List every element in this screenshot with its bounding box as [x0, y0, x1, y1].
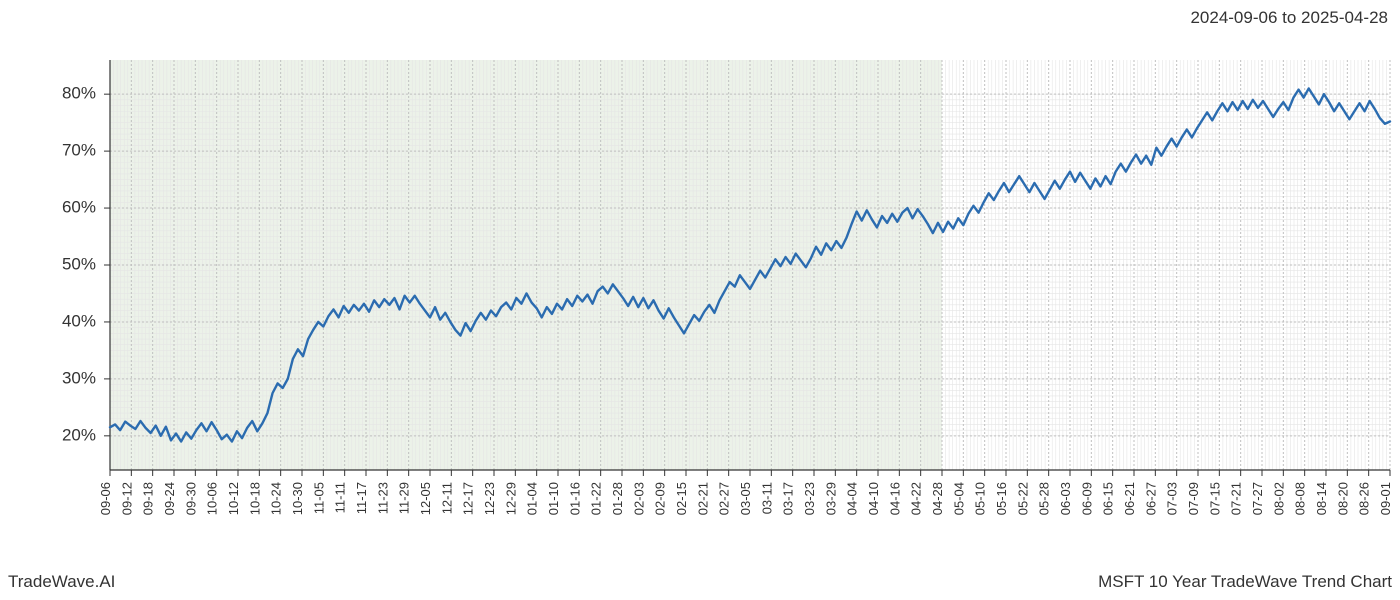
line-chart: 20% 30% 40% 50% 60% 70% 80% 09-06 09-12 09-18 09-2…: [0, 40, 1400, 560]
svg-text:10-18: 10-18: [247, 482, 262, 515]
svg-text:12-17: 12-17: [461, 482, 476, 515]
svg-text:08-02: 08-02: [1271, 482, 1286, 515]
svg-text:04-22: 04-22: [909, 482, 924, 515]
svg-text:30%: 30%: [62, 368, 96, 387]
svg-text:05-10: 05-10: [973, 482, 988, 515]
svg-text:11-23: 11-23: [375, 482, 390, 514]
svg-text:40%: 40%: [62, 311, 96, 330]
svg-text:05-16: 05-16: [994, 482, 1009, 515]
svg-text:01-22: 01-22: [589, 482, 604, 515]
svg-text:07-03: 07-03: [1165, 482, 1180, 515]
svg-text:04-16: 04-16: [887, 482, 902, 515]
svg-text:10-24: 10-24: [269, 482, 284, 515]
svg-text:01-10: 01-10: [546, 482, 561, 515]
svg-text:02-03: 02-03: [631, 482, 646, 515]
svg-text:02-15: 02-15: [674, 482, 689, 515]
svg-text:03-29: 03-29: [823, 482, 838, 515]
svg-text:60%: 60%: [62, 198, 96, 217]
svg-text:09-01: 09-01: [1378, 482, 1393, 515]
svg-text:02-21: 02-21: [695, 482, 710, 515]
svg-text:04-28: 04-28: [930, 482, 945, 515]
svg-text:06-09: 06-09: [1079, 482, 1094, 515]
svg-text:09-12: 09-12: [119, 482, 134, 515]
svg-text:01-04: 01-04: [525, 482, 540, 515]
brand-label: TradeWave.AI: [8, 572, 115, 592]
svg-text:05-22: 05-22: [1015, 482, 1030, 515]
svg-text:08-26: 08-26: [1357, 482, 1372, 515]
svg-text:12-29: 12-29: [503, 482, 518, 515]
svg-text:03-11: 03-11: [759, 482, 774, 514]
svg-text:07-21: 07-21: [1229, 482, 1244, 515]
svg-text:07-09: 07-09: [1186, 482, 1201, 515]
svg-text:06-15: 06-15: [1101, 482, 1116, 515]
svg-text:10-30: 10-30: [290, 482, 305, 515]
svg-text:04-04: 04-04: [845, 482, 860, 515]
svg-text:08-20: 08-20: [1335, 482, 1350, 515]
svg-text:09-30: 09-30: [183, 482, 198, 515]
svg-text:01-16: 01-16: [567, 482, 582, 515]
svg-text:06-27: 06-27: [1143, 482, 1158, 515]
svg-text:05-04: 05-04: [951, 482, 966, 515]
svg-text:10-12: 10-12: [226, 482, 241, 515]
svg-text:02-27: 02-27: [717, 482, 732, 515]
chart-title: MSFT 10 Year TradeWave Trend Chart: [1098, 572, 1392, 592]
svg-text:05-28: 05-28: [1037, 482, 1052, 515]
svg-text:10-06: 10-06: [205, 482, 220, 515]
svg-text:70%: 70%: [62, 141, 96, 160]
svg-text:08-14: 08-14: [1314, 482, 1329, 515]
svg-text:03-17: 03-17: [781, 482, 796, 515]
svg-text:09-18: 09-18: [141, 482, 156, 515]
svg-text:07-27: 07-27: [1250, 482, 1265, 515]
svg-text:11-17: 11-17: [354, 482, 369, 514]
svg-text:50%: 50%: [62, 254, 96, 273]
date-range-label: 2024-09-06 to 2025-04-28: [1190, 8, 1388, 28]
svg-text:09-06: 09-06: [98, 482, 113, 515]
svg-text:01-28: 01-28: [610, 482, 625, 515]
svg-text:02-09: 02-09: [653, 482, 668, 515]
svg-text:20%: 20%: [62, 425, 96, 444]
svg-text:03-05: 03-05: [738, 482, 753, 515]
svg-text:09-24: 09-24: [162, 482, 177, 515]
svg-text:80%: 80%: [62, 84, 96, 103]
svg-text:06-21: 06-21: [1122, 482, 1137, 515]
svg-text:11-29: 11-29: [397, 482, 412, 514]
svg-text:04-10: 04-10: [866, 482, 881, 515]
svg-text:11-11: 11-11: [333, 482, 348, 513]
svg-text:11-05: 11-05: [311, 482, 326, 514]
svg-text:06-03: 06-03: [1058, 482, 1073, 515]
svg-text:03-23: 03-23: [802, 482, 817, 515]
svg-text:08-08: 08-08: [1293, 482, 1308, 515]
chart-container: 20% 30% 40% 50% 60% 70% 80% 09-06 09-12 09-18 09-2…: [0, 40, 1400, 560]
svg-text:12-23: 12-23: [482, 482, 497, 515]
svg-text:12-11: 12-11: [439, 482, 454, 514]
svg-text:07-15: 07-15: [1207, 482, 1222, 515]
svg-text:12-05: 12-05: [418, 482, 433, 515]
